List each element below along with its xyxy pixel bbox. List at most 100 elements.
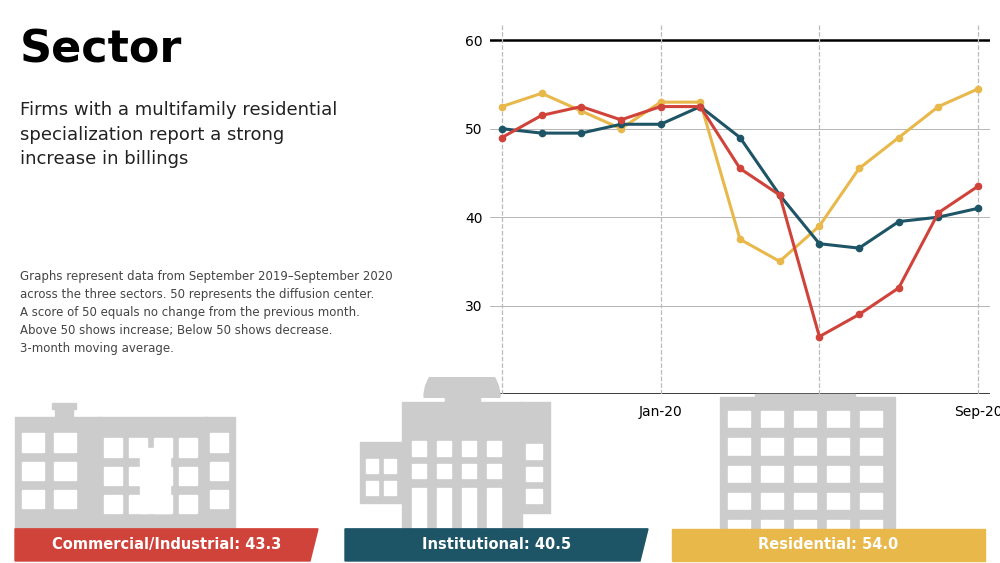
Bar <box>462 488 476 528</box>
Bar <box>437 441 451 455</box>
Bar <box>794 466 816 484</box>
Bar <box>794 520 816 538</box>
Bar <box>22 434 44 452</box>
Bar <box>827 439 849 457</box>
Text: Commercial/Industrial: 43.3: Commercial/Industrial: 43.3 <box>52 538 282 552</box>
Bar <box>858 428 884 432</box>
Bar <box>827 466 849 484</box>
Bar <box>98 417 208 535</box>
Bar <box>759 455 785 459</box>
Bar <box>129 495 147 513</box>
Bar <box>210 462 228 480</box>
Bar <box>761 520 783 538</box>
Bar <box>825 482 851 486</box>
Bar <box>858 537 884 541</box>
Bar <box>825 428 851 432</box>
Bar <box>179 439 197 457</box>
Bar <box>154 495 172 513</box>
Bar <box>412 488 426 528</box>
Bar <box>726 537 752 541</box>
Polygon shape <box>15 529 318 561</box>
Bar <box>794 493 816 511</box>
Text: Institutional: 40.5: Institutional: 40.5 <box>422 538 572 552</box>
Bar <box>860 439 882 457</box>
Bar <box>154 467 172 485</box>
Bar <box>827 520 849 538</box>
Bar <box>792 428 818 432</box>
Bar <box>860 520 882 538</box>
Bar <box>726 428 752 432</box>
Bar <box>487 463 501 477</box>
Text: Sector: Sector <box>20 28 182 71</box>
Bar <box>487 441 501 455</box>
Bar <box>129 467 147 485</box>
Bar <box>520 403 550 513</box>
Bar <box>761 439 783 457</box>
Bar <box>129 439 147 457</box>
Bar <box>761 493 783 511</box>
Bar <box>726 455 752 459</box>
Bar <box>462 441 476 455</box>
Bar <box>792 455 818 459</box>
Bar <box>179 467 197 485</box>
Bar <box>366 458 378 472</box>
Text: Residential: 54.0: Residential: 54.0 <box>758 538 898 552</box>
Bar <box>445 397 480 463</box>
Bar <box>526 489 542 503</box>
Bar <box>360 443 405 503</box>
Bar <box>437 488 451 528</box>
Bar <box>22 490 44 508</box>
Bar <box>462 463 476 477</box>
Bar <box>154 439 172 457</box>
Bar <box>54 462 76 480</box>
Bar <box>384 481 396 495</box>
Bar <box>52 403 76 409</box>
Bar <box>728 493 750 511</box>
Bar <box>55 408 73 463</box>
Bar <box>726 510 752 514</box>
Bar <box>759 428 785 432</box>
Bar <box>825 537 851 541</box>
Bar <box>728 520 750 538</box>
Bar <box>54 434 76 452</box>
Bar <box>104 439 122 457</box>
Bar <box>104 467 122 485</box>
Bar <box>794 412 816 430</box>
Bar <box>412 441 426 455</box>
Bar <box>860 493 882 511</box>
Bar <box>15 417 100 528</box>
Wedge shape <box>424 359 500 397</box>
Bar <box>412 463 426 477</box>
Bar <box>526 467 542 481</box>
Bar <box>728 466 750 484</box>
Bar <box>858 482 884 486</box>
Bar <box>104 495 122 513</box>
Bar <box>759 510 785 514</box>
Bar <box>761 466 783 484</box>
Bar <box>825 455 851 459</box>
Polygon shape <box>672 529 985 561</box>
Bar <box>759 537 785 541</box>
Bar <box>825 510 851 514</box>
Bar <box>794 439 816 457</box>
Bar <box>210 434 228 452</box>
Bar <box>755 394 855 553</box>
Bar <box>759 482 785 486</box>
Bar <box>526 445 542 458</box>
Bar <box>22 462 44 480</box>
Bar <box>366 481 378 495</box>
Bar <box>827 493 849 511</box>
Bar <box>384 458 396 472</box>
Bar <box>858 510 884 514</box>
Bar <box>761 412 783 430</box>
Bar <box>726 482 752 486</box>
Bar <box>792 537 818 541</box>
Bar <box>402 403 522 543</box>
Bar <box>205 417 235 528</box>
Bar <box>792 510 818 514</box>
Bar <box>792 482 818 486</box>
Bar <box>720 397 895 548</box>
Bar <box>827 412 849 430</box>
Bar <box>860 412 882 430</box>
Bar <box>54 490 76 508</box>
